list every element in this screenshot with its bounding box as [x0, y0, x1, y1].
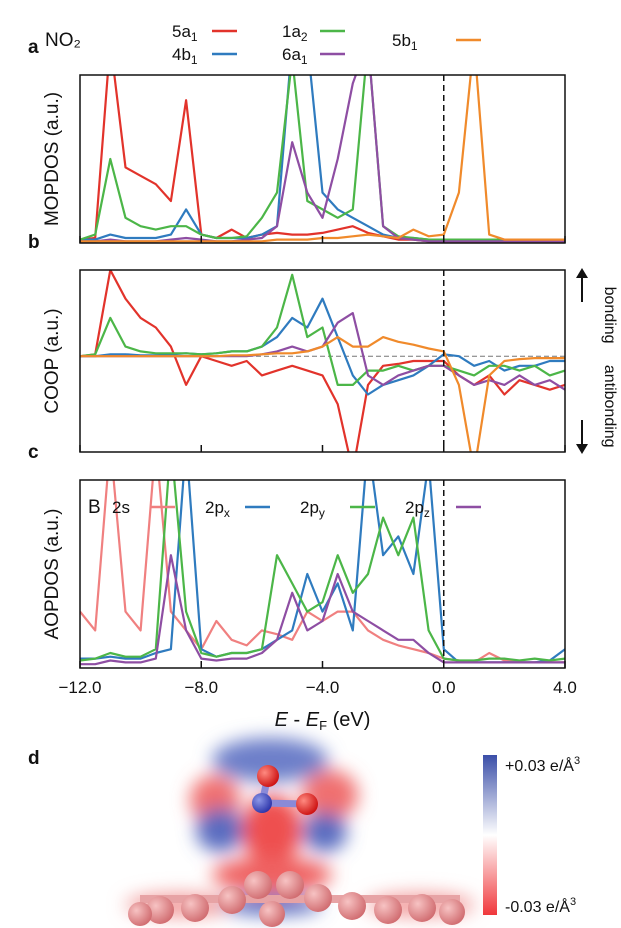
- colorbar-min-label: -0.03 e/Å3: [505, 896, 576, 916]
- x-tick-label: −8.0: [184, 678, 218, 697]
- y-axis-label: MOPDOS (a.u.): [42, 92, 63, 226]
- panel: c AOPDOS (a.u.) −12.0 −8.0 −4.0 0.0 4.0 E - EF …: [28, 442, 577, 733]
- colorbar: [483, 755, 497, 915]
- x-tick-label: −4.0: [306, 678, 340, 697]
- plot-area: [80, 75, 565, 243]
- panel-label: a: [28, 37, 39, 58]
- legend-name: 4b: [172, 45, 191, 64]
- colorbar-max-text: +0.03 e/Å: [505, 756, 574, 775]
- plot-frame: [79, 269, 566, 453]
- series-line: [80, 75, 565, 243]
- molecule: [252, 765, 318, 815]
- panel: b COOP (a.u.) bonding antibonding: [28, 232, 618, 454]
- legend-sub: 2: [301, 30, 308, 44]
- charge-density-panel: d +0.03: [28, 738, 580, 927]
- legend-name: 2p: [205, 498, 224, 517]
- legend-name: 2p: [405, 498, 424, 517]
- series-line: [80, 270, 565, 452]
- panel-label: d: [28, 748, 40, 769]
- legend-label: 2px: [205, 498, 230, 520]
- y-axis-label: COOP (a.u.): [42, 308, 63, 413]
- panel-label: c: [28, 442, 39, 463]
- legend-label: 5a1: [172, 22, 198, 44]
- x-axis-label: E - EF (eV): [275, 709, 371, 733]
- y-axis-label: AOPDOS (a.u.): [42, 509, 63, 640]
- x-axis-label-part: (eV): [327, 709, 370, 731]
- arrow-head: [576, 268, 588, 278]
- panel-label: b: [28, 232, 40, 253]
- annotation: bonding: [601, 287, 618, 344]
- colorbar-min-text: -0.03 e/Å: [505, 897, 570, 916]
- legend-sub: z: [424, 506, 430, 520]
- colorbar-power: 3: [574, 755, 580, 767]
- legend-sub: 1: [301, 53, 308, 67]
- arrow-head: [576, 444, 588, 454]
- x-tick-label: 0.0: [432, 678, 456, 697]
- legend-name: 5b: [392, 31, 411, 50]
- legend-sub: 1: [411, 39, 418, 53]
- x-tick-label: 4.0: [553, 678, 577, 697]
- plot-area: [80, 270, 565, 452]
- legend-label: 4b1: [172, 45, 198, 67]
- legend-title: B: [88, 497, 101, 518]
- legend-name: 6a: [282, 45, 301, 64]
- legend-sub: 1: [191, 30, 198, 44]
- legend-label: 1a2: [282, 22, 308, 44]
- annotation: antibonding: [601, 365, 618, 448]
- legend-name: 2p: [300, 498, 319, 517]
- series-line: [80, 480, 565, 664]
- series-line: [80, 75, 565, 241]
- x-axis-label-part: -: [288, 709, 306, 731]
- series-line: [80, 297, 565, 396]
- colorbar-max-label: +0.03 e/Å3: [505, 755, 580, 775]
- series-line: [80, 554, 565, 666]
- substrate: [128, 871, 465, 927]
- series-line: [80, 480, 565, 664]
- series-line: [80, 336, 565, 452]
- legend-sub: 1: [191, 53, 198, 67]
- series-line: [80, 480, 565, 662]
- series-line: [80, 75, 565, 243]
- legend-name: 5a: [172, 22, 191, 41]
- series-line: [80, 75, 565, 243]
- legend-name: 2s: [112, 498, 130, 517]
- plot-area: [80, 480, 565, 666]
- series-line: [80, 273, 565, 386]
- x-axis-label-part: E: [275, 709, 289, 731]
- legend-label: 2s: [112, 498, 130, 517]
- legend-label: 5b1: [392, 31, 418, 53]
- legend-name: 1a: [282, 22, 301, 41]
- legend-sub: y: [319, 506, 325, 520]
- legend-label: 2py: [300, 498, 325, 520]
- x-tick-label: −12.0: [58, 678, 101, 697]
- legend-label: 6a1: [282, 45, 308, 67]
- colorbar-power: 3: [570, 896, 576, 908]
- x-axis-label-part: F: [319, 718, 327, 733]
- legend-label: 2pz: [405, 498, 430, 520]
- x-axis-label-part: E: [306, 709, 320, 731]
- legend-sub: x: [224, 506, 230, 520]
- legend-title: NO₂: [45, 30, 81, 51]
